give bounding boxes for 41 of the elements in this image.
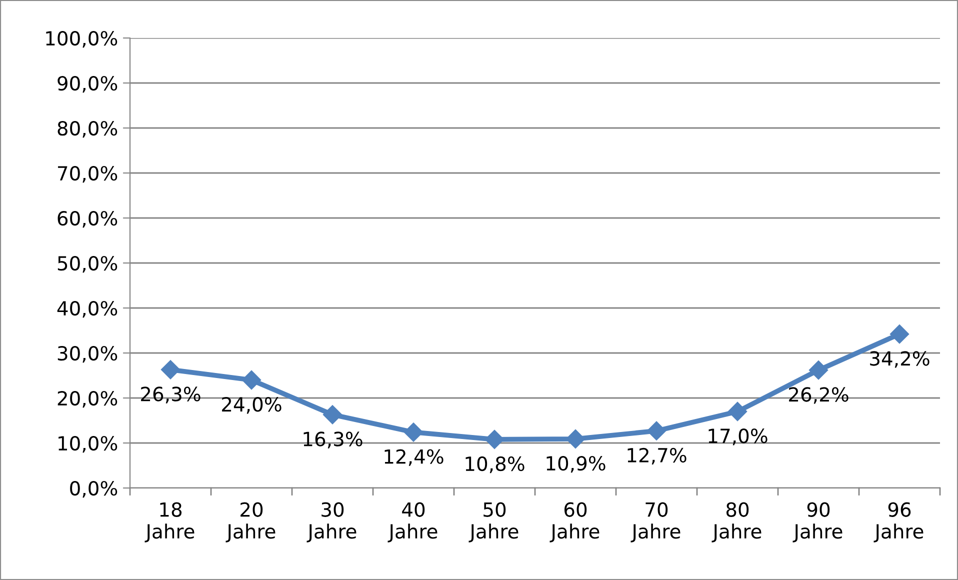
data-label: 10,8% — [466, 456, 524, 474]
point — [646, 421, 666, 440]
x-tick-label: 90 Jahre — [792, 502, 842, 542]
x-tick-label: 70 Jahre — [630, 502, 680, 542]
data-label: 26,3% — [141, 386, 200, 404]
y-tick-label: 40,0% — [57, 300, 118, 318]
data-label: 24,0% — [222, 397, 282, 414]
x-tick-label: 80 Jahre — [712, 502, 762, 542]
point — [484, 430, 504, 449]
point — [404, 422, 424, 442]
data-label: 26,2% — [789, 387, 848, 404]
data-label: 17,0% — [708, 428, 768, 446]
point — [566, 429, 586, 448]
data-label: 12,7% — [628, 448, 686, 465]
x-tick-label: 40 Jahre — [388, 502, 438, 542]
x-tick-label: 18 Jahre — [144, 502, 194, 542]
x-tick-label: 30 Jahre — [306, 502, 356, 542]
y-tick-label: 80,0% — [58, 120, 118, 138]
data-label: 16,3% — [304, 432, 362, 448]
x-tick-label: 96 Jahre — [874, 502, 924, 542]
point — [160, 360, 180, 380]
y-tick-label: 0,0% — [70, 480, 118, 498]
y-tick-label: 70,0% — [58, 166, 118, 183]
point — [728, 402, 748, 422]
y-tick-label: 20,0% — [58, 390, 118, 408]
point — [808, 360, 828, 380]
point — [242, 370, 262, 390]
x-tick-label: 20 Jahre — [226, 502, 276, 542]
data-label: 12,4% — [384, 449, 444, 466]
y-tick-label: 50,0% — [58, 256, 118, 273]
y-tick-label: 90,0% — [58, 76, 118, 93]
data-label: 34,2% — [870, 351, 930, 368]
y-tick-label: 10,0% — [58, 436, 118, 453]
data-label: 10,9% — [546, 456, 606, 473]
y-tick-label: 30,0% — [58, 346, 118, 363]
y-tick-label: 60,0% — [58, 210, 118, 228]
y-tick-label: 100,0% — [46, 30, 118, 48]
x-tick-label: 60 Jahre — [550, 502, 600, 542]
point — [890, 324, 910, 344]
x-tick-label: 50 Jahre — [468, 502, 518, 542]
point — [322, 405, 342, 424]
